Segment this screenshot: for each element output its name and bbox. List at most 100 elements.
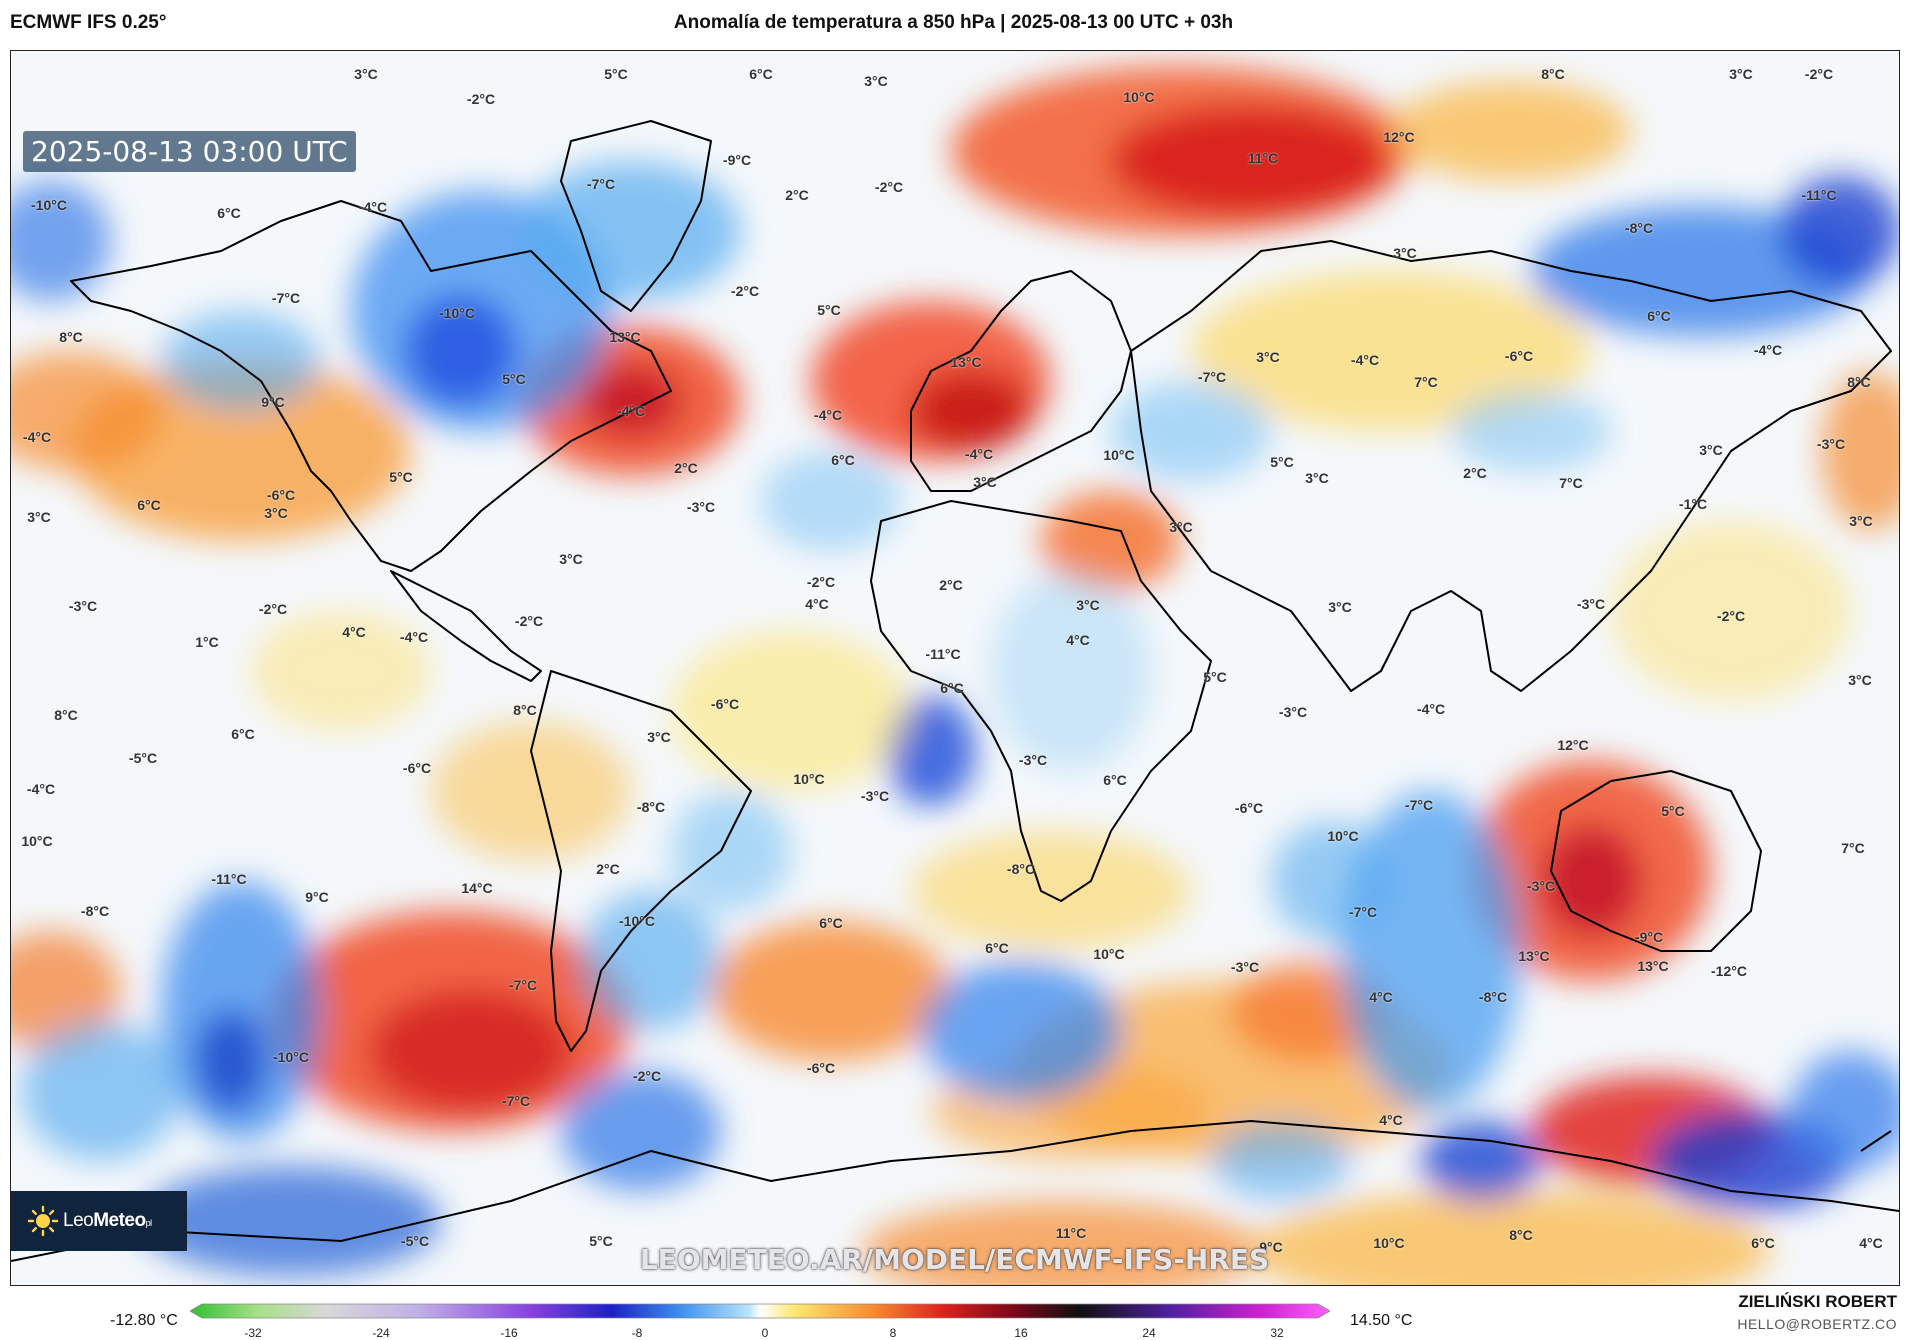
- anomaly-label: -2°C: [874, 179, 904, 195]
- forecast-timestamp: 2025-08-13 03:00 UTC: [23, 131, 356, 172]
- anomaly-label: 3°C: [1848, 672, 1872, 688]
- temperature-anomaly-map: [11, 66, 1899, 1285]
- anomaly-label: 8°C: [513, 702, 537, 718]
- anomaly-label: -2°C: [1804, 66, 1834, 82]
- anomaly-label: -4°C: [399, 629, 429, 645]
- colorbar-tick: 32: [1270, 1326, 1284, 1340]
- anomaly-label: -2°C: [730, 283, 760, 299]
- coastlines: [11, 120, 1899, 1262]
- anomaly-label: -4°C: [964, 446, 994, 462]
- anomaly-label: -3°C: [1278, 704, 1308, 720]
- anomaly-label: 5°C: [389, 469, 413, 485]
- anomaly-label: -10°C: [619, 913, 655, 929]
- anomaly-label: -3°C: [1018, 752, 1048, 768]
- anomaly-label: 2°C: [596, 861, 620, 877]
- colorbar-tick: -24: [372, 1326, 390, 1340]
- anomaly-label: -10°C: [439, 305, 475, 321]
- anomaly-label: 3°C: [559, 551, 583, 567]
- anomaly-label: 13°C: [1637, 958, 1669, 974]
- colorbar-tick: 8: [889, 1326, 897, 1340]
- anomaly-label: 4°C: [805, 596, 829, 612]
- logo-suffix: pl: [145, 1218, 153, 1228]
- anomaly-label: -6°C: [1504, 348, 1534, 364]
- author-email[interactable]: HELLO@ROBERTZ.CO: [1737, 1316, 1897, 1332]
- colorbar-tick: -8: [631, 1326, 643, 1340]
- anomaly-label: 8°C: [1847, 374, 1871, 390]
- anomaly-label: 4°C: [1379, 1112, 1403, 1128]
- anomaly-label: 3°C: [647, 729, 671, 745]
- anomaly-label: 7°C: [1559, 475, 1583, 491]
- anomaly-label: 8°C: [59, 329, 83, 345]
- anomaly-label: -3°C: [68, 598, 98, 614]
- anomaly-label: 3°C: [1305, 470, 1329, 486]
- map-panel[interactable]: 2025-08-13 03:00 UTC 3°C 5°C 6°C 3°C 10°…: [10, 50, 1900, 1286]
- anomaly-label: -7°C: [501, 1093, 531, 1109]
- anomaly-label: 6°C: [1103, 772, 1127, 788]
- anomaly-label: -8°C: [1478, 989, 1508, 1005]
- anomaly-label: -5°C: [400, 1233, 430, 1249]
- leometeo-logo[interactable]: LeoMeteopl: [11, 1191, 187, 1251]
- anomaly-label: 2°C: [674, 460, 698, 476]
- anomaly-label: -11°C: [925, 646, 961, 662]
- anomaly-label: 5°C: [1203, 669, 1227, 685]
- anomaly-label: -6°C: [806, 1060, 836, 1076]
- anomaly-label: 13°C: [950, 354, 982, 370]
- anomaly-label: -8°C: [1624, 220, 1654, 236]
- anomaly-label: -6°C: [710, 696, 740, 712]
- logo-wordmark: LeoMeteopl: [63, 1210, 152, 1232]
- anomaly-label: -2°C: [632, 1068, 662, 1084]
- anomaly-label: 3°C: [864, 73, 888, 89]
- anomaly-label: -4°C: [358, 199, 388, 215]
- anomaly-label: -7°C: [586, 176, 616, 192]
- anomaly-label: 10°C: [1093, 946, 1125, 962]
- anomaly-label: 2°C: [939, 577, 963, 593]
- anomaly-label: 14°C: [461, 880, 493, 896]
- anomaly-label: -4°C: [1416, 701, 1446, 717]
- anomaly-label: 4°C: [342, 624, 366, 640]
- anomaly-label: 6°C: [137, 497, 161, 513]
- anomaly-label: -4°C: [1753, 342, 1783, 358]
- anomaly-label: -5°C: [128, 750, 158, 766]
- anomaly-label: -6°C: [402, 760, 432, 776]
- anomaly-label: 8°C: [54, 707, 78, 723]
- anomaly-label: 2°C: [1463, 465, 1487, 481]
- anomaly-label: -4°C: [616, 403, 646, 419]
- anomaly-label: -3°C: [686, 499, 716, 515]
- anomaly-label: 5°C: [604, 66, 628, 82]
- anomaly-label: 4°C: [1066, 632, 1090, 648]
- anomaly-label: 3°C: [1169, 519, 1193, 535]
- anomaly-label: 8°C: [1541, 66, 1565, 82]
- anomaly-label: -3°C: [1816, 436, 1846, 452]
- anomaly-label: 3°C: [973, 474, 997, 490]
- anomaly-label: 11°C: [1055, 1225, 1087, 1241]
- anomaly-label: 6°C: [1647, 308, 1671, 324]
- anomaly-label: 6°C: [749, 66, 773, 82]
- anomaly-label: 13°C: [1518, 948, 1550, 964]
- anomaly-label: 4°C: [1369, 989, 1393, 1005]
- legend-max-value: 14.50 °C: [1350, 1312, 1413, 1329]
- anomaly-label: 5°C: [1661, 803, 1685, 819]
- anomaly-label: -4°C: [1350, 352, 1380, 368]
- legend-min-value: -12.80 °C: [110, 1312, 178, 1329]
- colorbar-tick: -32: [244, 1326, 262, 1340]
- anomaly-label: 10°C: [1373, 1235, 1405, 1251]
- anomaly-label: 3°C: [1256, 349, 1280, 365]
- anomaly-label: -6°C: [1234, 800, 1264, 816]
- anomaly-label: 10°C: [1123, 89, 1155, 105]
- anomaly-label: -10°C: [31, 197, 67, 213]
- anomaly-label: 6°C: [831, 452, 855, 468]
- anomaly-label: 6°C: [231, 726, 255, 742]
- anomaly-label: 12°C: [1557, 737, 1589, 753]
- model-name: ECMWF IFS 0.25°: [10, 12, 167, 33]
- anomaly-label: 9°C: [261, 394, 285, 410]
- anomaly-label: 3°C: [1328, 599, 1352, 615]
- anomaly-label: -8°C: [636, 799, 666, 815]
- anomaly-label: -12°C: [1711, 963, 1747, 979]
- anomaly-label: -7°C: [271, 290, 301, 306]
- anomaly-label: 13°C: [609, 329, 641, 345]
- anomaly-label: 5°C: [817, 302, 841, 318]
- anomaly-label: 10°C: [793, 771, 825, 787]
- anomaly-label: 6°C: [819, 915, 843, 931]
- anomaly-label: -7°C: [508, 977, 538, 993]
- anomaly-label: 7°C: [1414, 374, 1438, 390]
